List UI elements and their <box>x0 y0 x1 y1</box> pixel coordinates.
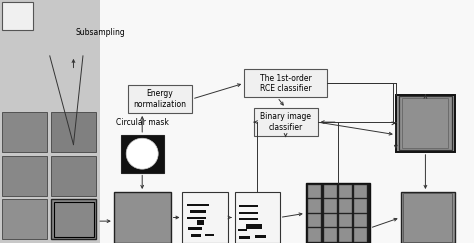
Bar <box>354 214 367 227</box>
Bar <box>255 235 266 238</box>
Text: The 1st-order
RCE classifier: The 1st-order RCE classifier <box>260 74 311 93</box>
Text: Circular mask: Circular mask <box>116 118 169 127</box>
Bar <box>246 224 262 229</box>
Bar <box>187 217 206 219</box>
Text: Binary image
classifier: Binary image classifier <box>260 113 311 132</box>
Bar <box>2 199 47 239</box>
Bar <box>205 234 214 236</box>
Bar <box>188 227 202 230</box>
Bar <box>244 69 327 97</box>
Bar <box>254 108 318 136</box>
Bar <box>51 199 96 239</box>
Bar <box>308 185 321 198</box>
Bar <box>306 183 370 243</box>
Bar <box>197 220 204 225</box>
Bar <box>354 228 367 242</box>
Text: Energy
normalization: Energy normalization <box>134 89 186 109</box>
Bar <box>121 135 164 173</box>
Bar <box>239 236 250 239</box>
Bar <box>339 199 352 213</box>
Bar <box>191 234 201 237</box>
Bar <box>114 192 171 243</box>
Bar <box>182 192 228 243</box>
Bar <box>401 192 455 243</box>
Bar <box>354 199 367 213</box>
Bar <box>239 218 258 220</box>
Bar <box>399 96 452 150</box>
Bar <box>308 199 321 213</box>
Bar <box>323 185 337 198</box>
Bar <box>323 214 337 227</box>
Bar <box>2 156 47 196</box>
Bar <box>235 192 280 243</box>
Bar <box>396 95 455 152</box>
Bar <box>190 210 206 213</box>
Bar <box>2 112 47 152</box>
Bar <box>51 112 96 152</box>
Bar <box>323 228 337 242</box>
Bar <box>339 185 352 198</box>
Bar <box>100 0 474 243</box>
Bar <box>402 98 448 148</box>
Bar <box>54 202 94 237</box>
Bar <box>51 156 96 196</box>
Bar <box>308 228 321 242</box>
Ellipse shape <box>126 138 158 169</box>
Bar <box>354 185 367 198</box>
Bar <box>238 229 247 231</box>
Bar <box>339 214 352 227</box>
Bar <box>308 214 321 227</box>
Bar <box>239 212 258 214</box>
Bar <box>403 193 452 242</box>
Bar <box>2 2 33 30</box>
Text: Subsampling: Subsampling <box>76 28 126 37</box>
Bar <box>339 228 352 242</box>
Bar <box>187 204 209 206</box>
Bar <box>239 205 258 207</box>
Bar <box>128 85 192 113</box>
Bar <box>323 199 337 213</box>
